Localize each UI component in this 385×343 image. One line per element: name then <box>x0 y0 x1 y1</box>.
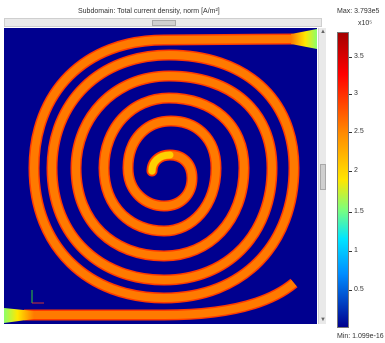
colorbar-max-label: Max: 3.793e5 <box>337 8 380 15</box>
current-density-plot[interactable] <box>4 28 317 324</box>
colorbar-tick-label: 3.5 <box>354 53 364 60</box>
colorbar-tickmark <box>349 212 352 213</box>
colorbar-tick-label: 2.5 <box>354 128 364 135</box>
horizontal-scroll-thumb[interactable] <box>152 20 176 26</box>
colorbar-exponent: x10⁵ <box>358 20 373 27</box>
colorbar-tick-label: 2 <box>354 167 358 174</box>
vertical-scrollbar[interactable]: ▲ ▼ <box>318 28 326 324</box>
bottom-left-terminal <box>4 308 34 323</box>
colorbar-tick-label: 0.5 <box>354 286 364 293</box>
colorbar-tick-label: 1.5 <box>354 208 364 215</box>
colorbar-tick-label: 1 <box>354 247 358 254</box>
colorbar-min-label: Min: 1.099e-16 <box>337 333 384 340</box>
scroll-up-arrow-icon[interactable]: ▲ <box>320 29 326 35</box>
scroll-down-arrow-icon[interactable]: ▼ <box>320 317 326 323</box>
colorbar <box>337 32 349 328</box>
bottom-lead <box>24 279 297 319</box>
colorbar-tickmark <box>349 251 352 252</box>
colorbar-tickmark <box>349 132 352 133</box>
plot-title: Subdomain: Total current density, norm [… <box>78 8 220 15</box>
spiral-inner-hotspot <box>148 151 174 175</box>
horizontal-scrollbar[interactable] <box>4 18 322 27</box>
colorbar-tickmark <box>349 57 352 58</box>
plot-canvas <box>4 28 317 324</box>
spiral-conductor <box>29 35 299 303</box>
vertical-scroll-thumb[interactable] <box>320 164 326 190</box>
colorbar-tickmark <box>349 171 352 172</box>
colorbar-tickmark <box>349 94 352 95</box>
colorbar-tickmark <box>349 290 352 291</box>
top-right-terminal <box>291 29 317 49</box>
colorbar-tick-label: 3 <box>354 90 358 97</box>
